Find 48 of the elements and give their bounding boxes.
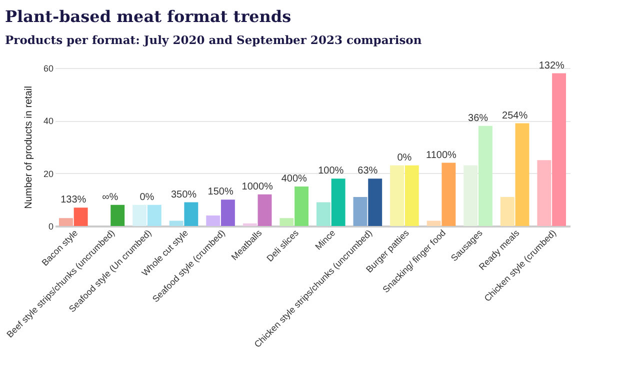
annotation: 0% xyxy=(397,152,412,164)
annotation: 36% xyxy=(468,112,488,124)
bar xyxy=(404,165,419,226)
bar xyxy=(552,73,566,226)
bar xyxy=(515,123,530,226)
bar xyxy=(132,204,147,226)
chart-subtitle: Products per format: July 2020 and September 2023 comparison xyxy=(4,32,422,47)
annotation: 1000% xyxy=(242,181,273,192)
y-tick-label: 20 xyxy=(43,168,54,179)
bar xyxy=(464,165,478,226)
bar xyxy=(169,220,184,226)
annotation: 132% xyxy=(538,60,565,72)
bar xyxy=(353,197,368,226)
bar xyxy=(331,178,346,226)
annotation: 254% xyxy=(502,110,528,122)
y-tick-label: 0 xyxy=(48,222,54,232)
bar xyxy=(258,194,272,226)
y-axis-title: Number of products in retail xyxy=(23,86,34,209)
annotation: 350% xyxy=(170,189,197,200)
annotation: 0% xyxy=(140,192,154,203)
annotation: 1100% xyxy=(426,150,457,161)
annotation: 100% xyxy=(318,166,344,177)
bar xyxy=(280,218,294,226)
bar xyxy=(242,223,257,226)
bar xyxy=(537,160,552,226)
annotation: 400% xyxy=(281,174,308,184)
bar xyxy=(316,202,330,226)
bar xyxy=(110,204,125,226)
y-tick-label: 40 xyxy=(43,116,54,126)
bar xyxy=(220,200,235,226)
bar xyxy=(184,202,198,226)
bar xyxy=(390,165,404,226)
bar xyxy=(368,178,382,226)
bar xyxy=(74,208,88,226)
annotation: ∞% xyxy=(102,192,118,203)
bar xyxy=(58,218,73,226)
chart-title: Plant-based meat format trends xyxy=(4,6,292,26)
bar xyxy=(426,220,441,226)
bar xyxy=(442,162,456,226)
annotation: 150% xyxy=(208,186,234,198)
y-tick-label: 60 xyxy=(43,64,54,74)
bar xyxy=(206,215,220,226)
bar xyxy=(500,197,514,226)
bar xyxy=(147,204,162,226)
annotation: 133% xyxy=(60,194,86,206)
annotation: 63% xyxy=(358,166,378,177)
bar xyxy=(294,186,309,226)
bar xyxy=(478,126,492,226)
